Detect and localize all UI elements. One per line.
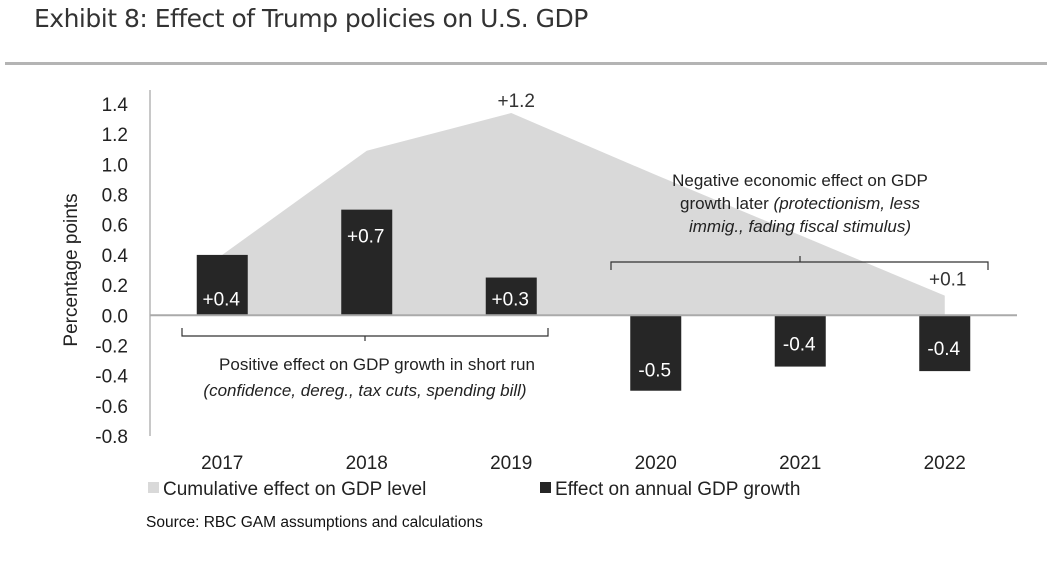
y-tick-label: 0.8 bbox=[102, 186, 128, 207]
negative-annotation-line3: immig., fading fiscal stimulus) bbox=[689, 217, 911, 236]
area-label-2019: +1.2 bbox=[497, 91, 535, 112]
y-tick-label: 1.2 bbox=[102, 125, 128, 146]
y-tick-label: -0.4 bbox=[95, 367, 128, 388]
x-tick-label: 2020 bbox=[635, 453, 677, 474]
positive-brace bbox=[181, 328, 549, 341]
source-note: Source: RBC GAM assumptions and calculat… bbox=[146, 514, 483, 531]
x-tick-label: 2018 bbox=[346, 453, 388, 474]
legend-swatch-cumulative bbox=[148, 482, 159, 493]
x-tick-label: 2021 bbox=[779, 453, 821, 474]
y-tick-label: 0.4 bbox=[102, 246, 129, 267]
legend: Cumulative effect on GDP level Effect on… bbox=[148, 479, 800, 500]
bar-2020 bbox=[630, 315, 682, 391]
positive-annotation-line1: Positive effect on GDP growth in short r… bbox=[219, 355, 535, 374]
bar-label-2020: -0.5 bbox=[638, 361, 671, 382]
bar-label-2021: -0.4 bbox=[783, 335, 816, 356]
title-divider bbox=[5, 62, 1047, 65]
y-tick-label: 0.0 bbox=[102, 306, 128, 327]
positive-annotation-line2: (confidence, dereg., tax cuts, spending … bbox=[203, 381, 526, 400]
negative-annotation-line2b: (protectionism, less bbox=[774, 194, 921, 213]
legend-label-cumulative: Cumulative effect on GDP level bbox=[163, 479, 426, 500]
y-tick-label: 0.6 bbox=[102, 216, 128, 237]
x-tick-label: 2017 bbox=[201, 453, 243, 474]
y-axis-title: Percentage points bbox=[61, 193, 82, 346]
bar-label-2017: +0.4 bbox=[202, 289, 240, 310]
bar-label-2018: +0.7 bbox=[347, 227, 385, 248]
negative-annotation-line2a: growth later bbox=[680, 194, 774, 213]
y-tick-label: -0.8 bbox=[95, 427, 128, 448]
bar-2021 bbox=[774, 315, 826, 367]
y-tick-label: 1.0 bbox=[102, 155, 128, 176]
bar-2022 bbox=[919, 315, 971, 372]
y-tick-label: 0.2 bbox=[102, 276, 128, 297]
cumulative-area bbox=[222, 113, 945, 316]
bar-label-2019: +0.3 bbox=[491, 289, 529, 310]
x-tick-label: 2022 bbox=[924, 453, 966, 474]
bar-2019 bbox=[485, 277, 537, 316]
negative-annotation-line2: growth later (protectionism, less bbox=[680, 194, 920, 213]
bar-2017 bbox=[196, 254, 248, 316]
area-label-2022: +0.1 bbox=[929, 270, 967, 291]
y-tick-label: -0.6 bbox=[95, 397, 128, 418]
chart-title: Exhibit 8: Effect of Trump policies on U… bbox=[34, 4, 588, 33]
bar-label-2022: -0.4 bbox=[927, 339, 960, 360]
negative-brace bbox=[610, 256, 989, 270]
negative-annotation-line1: Negative economic effect on GDP bbox=[672, 171, 928, 190]
bar-2018 bbox=[341, 209, 393, 316]
y-tick-label: 1.4 bbox=[102, 95, 129, 116]
legend-swatch-annual bbox=[540, 482, 551, 493]
legend-label-annual: Effect on annual GDP growth bbox=[555, 479, 800, 500]
x-tick-label: 2019 bbox=[490, 453, 532, 474]
y-tick-label: -0.2 bbox=[95, 336, 128, 357]
